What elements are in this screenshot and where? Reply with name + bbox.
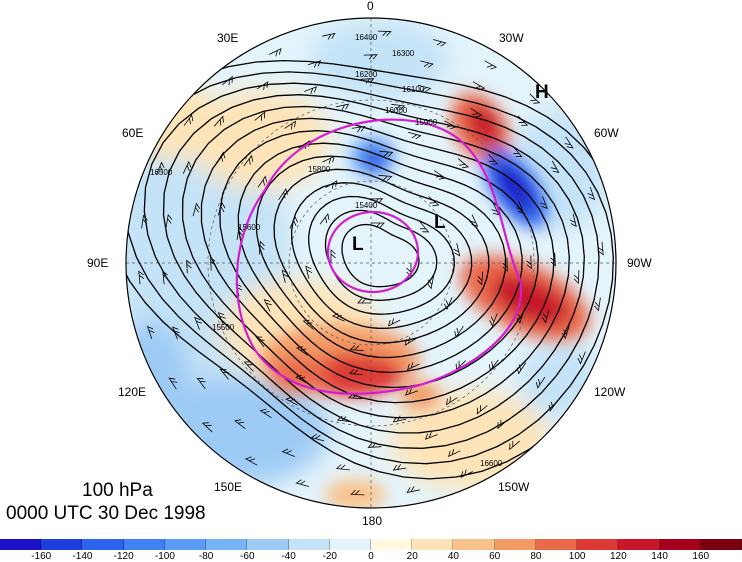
colorbar-tick-label: -140 <box>72 551 93 562</box>
colorbar-swatch <box>370 539 413 550</box>
colorbar-tick-label: -80 <box>198 551 214 562</box>
colorbar-swatch <box>535 539 578 550</box>
pressure-level-label: 100 hPa <box>82 480 153 501</box>
contour-label: 16500 <box>150 168 173 177</box>
colorbar-tick-label: -160 <box>31 551 52 562</box>
colorbar-swatch <box>494 539 536 550</box>
colorbar-swatch <box>206 539 248 550</box>
contour-label: 15600 <box>238 223 261 232</box>
longitude-label: 30E <box>217 31 239 45</box>
longitude-label: 150W <box>498 480 530 494</box>
low-pressure-marker: L <box>434 212 446 233</box>
contour-label: 15400 <box>355 201 378 210</box>
colorbar-tick-label: 100 <box>568 551 586 562</box>
colorbar-tick-label: 120 <box>609 551 627 562</box>
colorbar-swatch <box>577 539 619 550</box>
low-pressure-marker: L <box>352 234 364 255</box>
colorbar-tick-label: 80 <box>530 551 542 562</box>
contour-label: 16400 <box>355 33 378 42</box>
colorbar-swatch <box>123 539 165 550</box>
longitude-label: 90W <box>627 256 652 270</box>
valid-time-label: 0000 UTC 30 Dec 1998 <box>6 503 206 524</box>
colorbar-tick-label: -120 <box>113 551 134 562</box>
contour-label: 16600 <box>480 459 503 468</box>
colorbar-swatch <box>700 539 742 550</box>
longitude-label: 120E <box>118 385 147 399</box>
longitude-label: 180 <box>362 514 383 528</box>
colorbar-swatch <box>659 539 701 550</box>
colorbar-swatch <box>247 539 289 550</box>
magenta-contours <box>235 118 523 395</box>
contour-label: 15500 <box>212 323 235 332</box>
colorbar-tick-label: 40 <box>447 551 459 562</box>
graticule <box>126 18 616 508</box>
colorbar-swatch <box>164 539 207 550</box>
longitude-label: 60E <box>122 126 144 140</box>
colorbar-swatch <box>618 539 660 550</box>
colorbar-swatch <box>412 539 454 550</box>
longitude-label: 150E <box>214 480 243 494</box>
colorbar-swatch <box>82 539 124 550</box>
colorbar-tick-label: -60 <box>240 551 255 562</box>
wind-barbs <box>138 30 604 496</box>
colorbar-swatch <box>0 539 42 550</box>
map-border <box>125 17 617 509</box>
colorbar-swatch <box>288 539 330 550</box>
colorbar-tick-label: -100 <box>154 551 175 562</box>
longitude-label: 30W <box>499 31 524 45</box>
colorbar-tick-label: -40 <box>281 551 296 562</box>
high-pressure-marker: H <box>535 82 549 103</box>
colorbar <box>0 539 742 550</box>
contour-label: 16300 <box>392 49 415 58</box>
contour-labels: 16400 16300 16200 16100 16000 15900 1580… <box>150 33 503 468</box>
contour-label: 15900 <box>415 118 438 127</box>
longitude-label: 60W <box>594 126 619 140</box>
longitude-label: 0 <box>367 0 374 13</box>
longitude-label: 120W <box>594 385 626 399</box>
contour-label: 16200 <box>355 70 378 79</box>
colorbar-tick-label: 140 <box>651 551 668 562</box>
colorbar-tick-label: 20 <box>406 551 418 562</box>
colorbar-tick-label: 60 <box>489 551 501 562</box>
height-contours <box>126 59 616 480</box>
longitude-label: 90E <box>87 256 109 270</box>
colorbar-swatch <box>329 539 371 550</box>
contour-label: 15800 <box>308 165 331 174</box>
colorbar-tick-label: 160 <box>692 551 710 562</box>
contour-label: 16100 <box>402 85 425 94</box>
colorbar-swatch <box>453 539 495 550</box>
colorbar-tick-label: 0 <box>368 551 374 562</box>
contour-label: 16000 <box>385 106 408 115</box>
colorbar-tick-label: -20 <box>322 551 337 562</box>
colorbar-swatch <box>41 539 83 550</box>
